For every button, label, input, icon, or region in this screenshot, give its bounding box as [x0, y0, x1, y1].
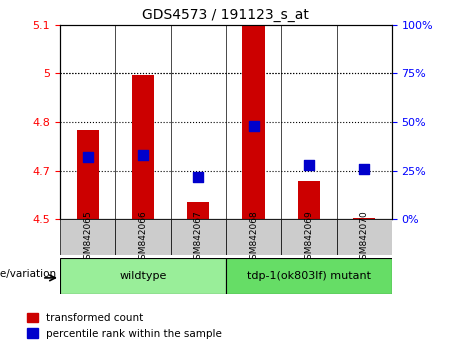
FancyBboxPatch shape: [281, 219, 337, 255]
Bar: [77, 130, 99, 219]
Text: GSM842068: GSM842068: [249, 210, 258, 264]
Legend: transformed count, percentile rank within the sample: transformed count, percentile rank withi…: [23, 309, 226, 343]
FancyBboxPatch shape: [226, 219, 281, 255]
Bar: [298, 181, 320, 219]
Text: GSM842069: GSM842069: [304, 210, 313, 264]
FancyBboxPatch shape: [60, 219, 115, 255]
Text: GSM842070: GSM842070: [360, 210, 369, 264]
Point: [361, 166, 368, 172]
Text: GSM842066: GSM842066: [138, 210, 148, 264]
Point: [250, 123, 257, 129]
Title: GDS4573 / 191123_s_at: GDS4573 / 191123_s_at: [142, 8, 309, 22]
Bar: [132, 75, 154, 219]
FancyBboxPatch shape: [60, 258, 226, 294]
Bar: [353, 218, 375, 219]
Text: genotype/variation: genotype/variation: [0, 269, 57, 279]
Point: [195, 174, 202, 179]
Bar: [187, 202, 209, 219]
Point: [139, 153, 147, 158]
FancyBboxPatch shape: [337, 219, 392, 255]
FancyBboxPatch shape: [171, 219, 226, 255]
Point: [84, 154, 91, 160]
FancyBboxPatch shape: [226, 258, 392, 294]
Bar: [242, 25, 265, 219]
Text: GSM842067: GSM842067: [194, 210, 203, 264]
Text: GSM842065: GSM842065: [83, 210, 92, 264]
Text: tdp-1(ok803lf) mutant: tdp-1(ok803lf) mutant: [247, 271, 371, 281]
Point: [305, 162, 313, 168]
Text: wildtype: wildtype: [119, 271, 166, 281]
FancyBboxPatch shape: [115, 219, 171, 255]
